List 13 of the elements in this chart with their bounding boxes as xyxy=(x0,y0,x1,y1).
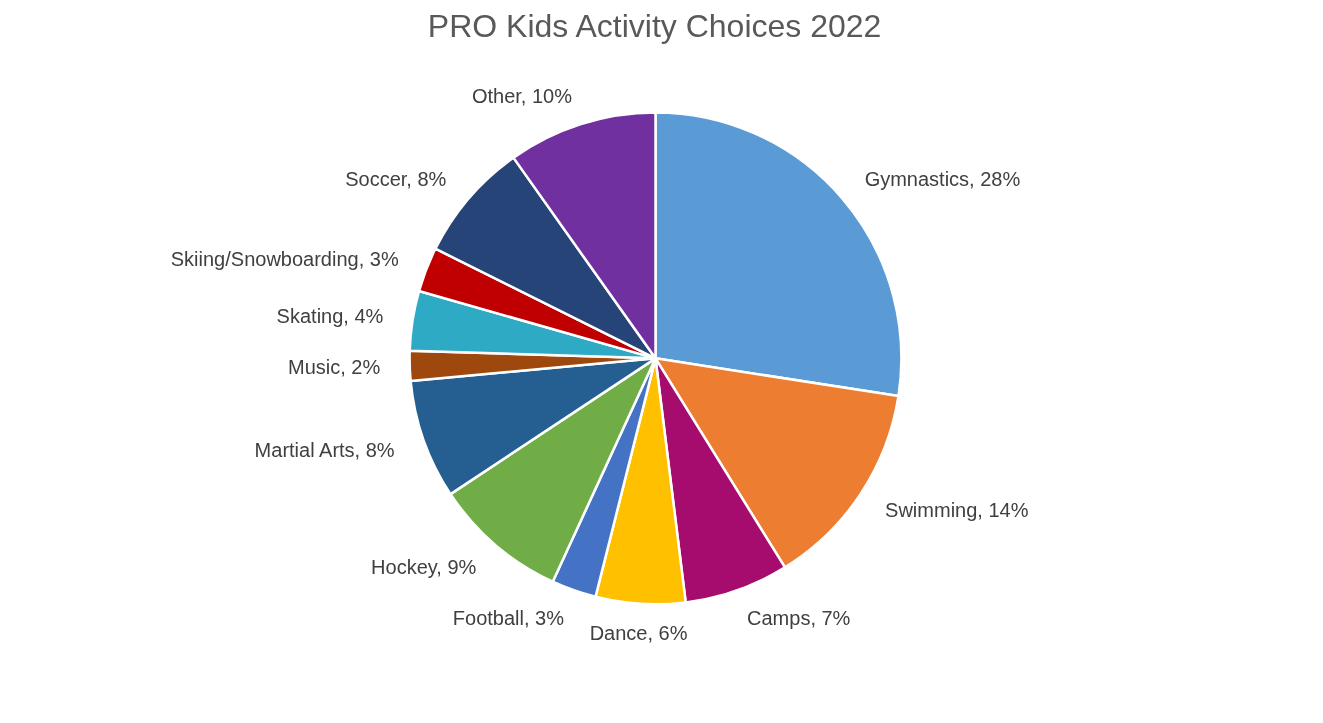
slice-label: Soccer, 8% xyxy=(345,168,447,191)
slice-label: Skating, 4% xyxy=(276,305,384,328)
slice-label: Music, 2% xyxy=(287,355,381,378)
slice-label: Hockey, 9% xyxy=(371,556,477,579)
slice-label: Dance, 6% xyxy=(589,622,688,645)
slice-label: Skiing/Snowboarding, 3% xyxy=(170,247,399,270)
slice-label: Other, 10% xyxy=(471,84,573,107)
slice-label: Gymnastics, 28% xyxy=(864,168,1021,191)
slice-label: Football, 3% xyxy=(452,607,565,630)
slice-label: Martial Arts, 8% xyxy=(254,438,395,461)
chart-title: PRO Kids Activity Choices 2022 xyxy=(427,7,882,44)
slice-label: Camps, 7% xyxy=(747,607,851,630)
slice-label: Swimming, 14% xyxy=(885,499,1029,522)
